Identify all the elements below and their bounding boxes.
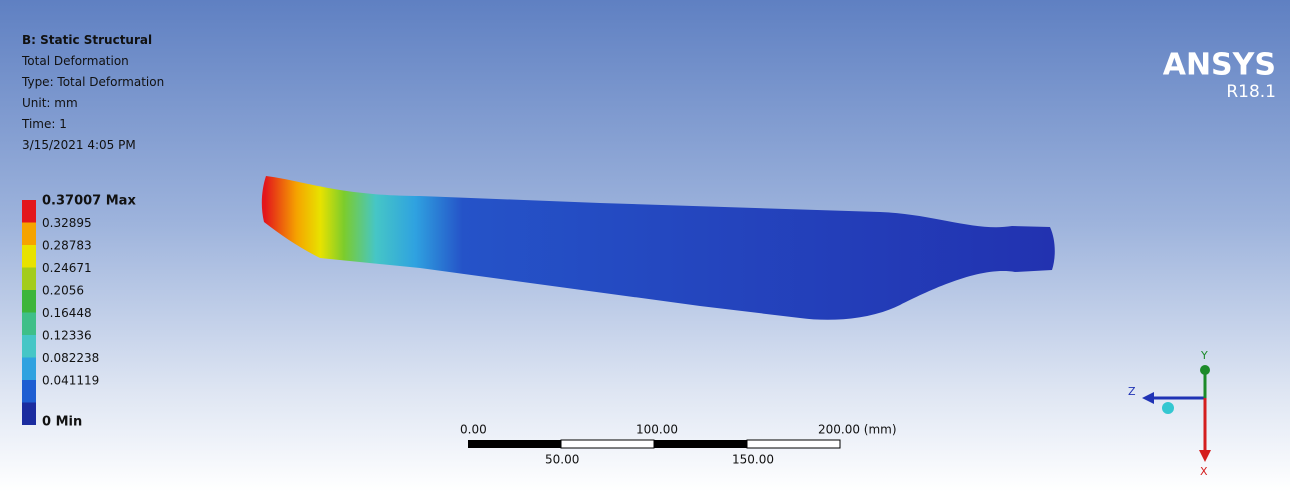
scale-label: 50.00 xyxy=(545,453,579,467)
logo-version: R18.1 xyxy=(1226,82,1276,102)
blade-model xyxy=(262,176,1055,320)
legend-label: 0.082238 xyxy=(42,351,99,365)
legend-swatch xyxy=(22,358,36,381)
scale-label: 200.00 (mm) xyxy=(818,423,897,437)
legend-label: 0 Min xyxy=(42,415,82,430)
legend-label: 0.12336 xyxy=(42,329,92,343)
legend-label: 0.041119 xyxy=(42,374,99,388)
legend-swatch xyxy=(22,245,36,268)
legend-swatch xyxy=(22,403,36,426)
viewport: B: Static StructuralTotal DeformationTyp… xyxy=(0,0,1290,492)
legend-swatch xyxy=(22,380,36,403)
scale-label: 0.00 xyxy=(460,423,487,437)
graphics: 0.37007 Max 0.32895 0.28783 0.24671 0.2056 0.… xyxy=(0,0,1290,492)
legend-swatch xyxy=(22,268,36,291)
legend-swatch xyxy=(22,223,36,246)
legend-label: 0.37007 Max xyxy=(42,194,136,209)
legend-swatch xyxy=(22,313,36,336)
legend-label: 0.28783 xyxy=(42,239,92,253)
scale-bar xyxy=(468,440,840,448)
legend-swatch xyxy=(22,290,36,313)
axis-label: Z xyxy=(1128,385,1136,398)
axis-label: X xyxy=(1200,465,1208,478)
triad xyxy=(1142,365,1211,462)
axis-label: Y xyxy=(1200,349,1208,362)
legend-swatch xyxy=(22,200,36,223)
legend-label: 0.24671 xyxy=(42,261,92,275)
scale-label: 100.00 xyxy=(636,423,678,437)
logo-name: ANSYS xyxy=(1163,48,1276,83)
legend-label: 0.16448 xyxy=(42,306,92,320)
legend-label: 0.2056 xyxy=(42,284,84,298)
legend-label: 0.32895 xyxy=(42,216,92,230)
legend-swatch xyxy=(22,335,36,358)
scale-label: 150.00 xyxy=(732,453,774,467)
